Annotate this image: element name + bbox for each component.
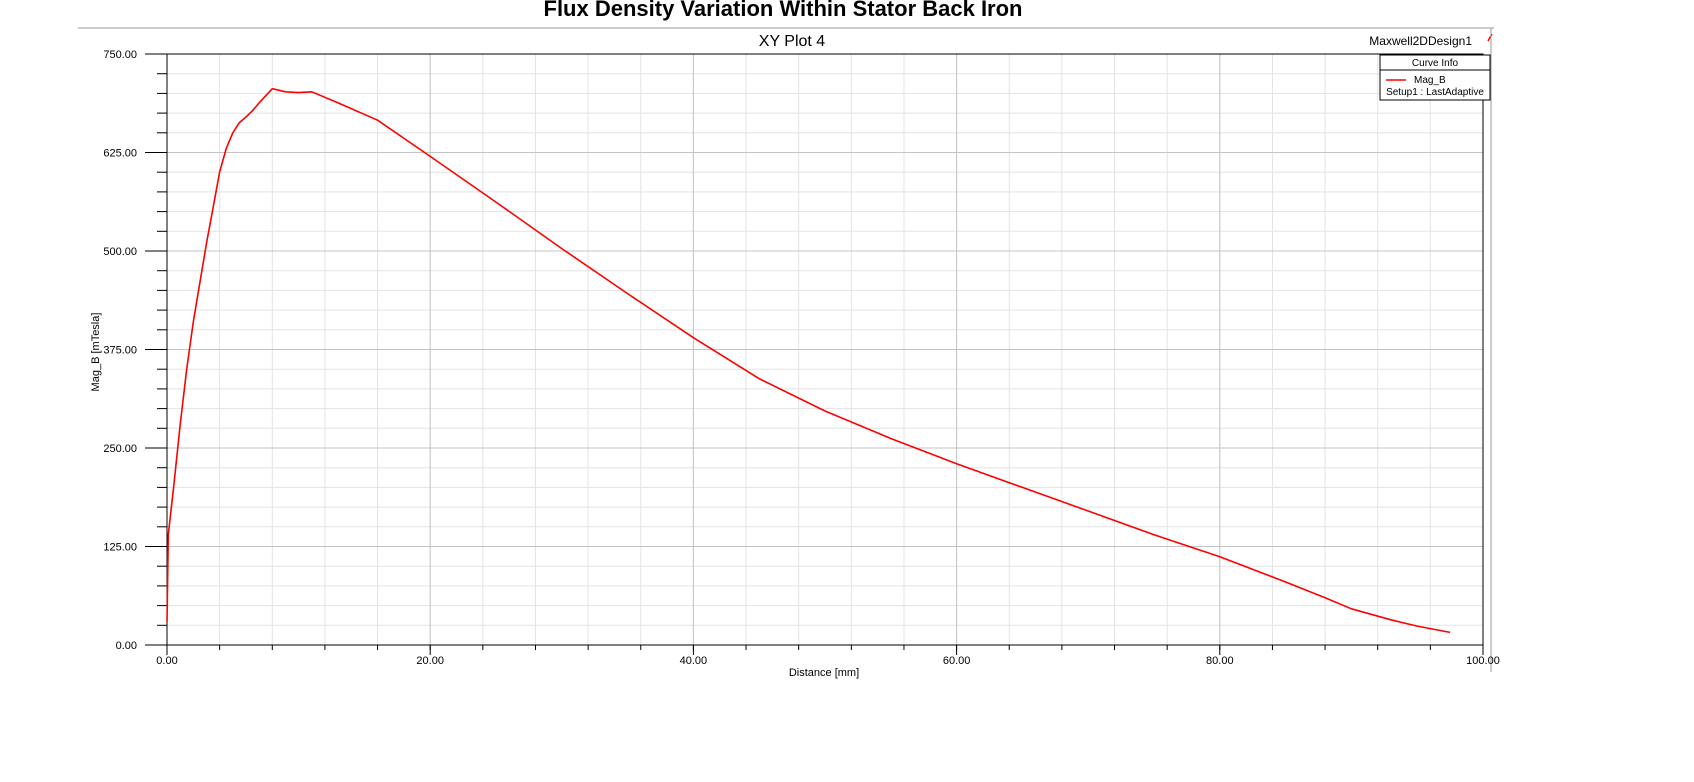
- legend-header: Curve Info: [1412, 58, 1459, 69]
- x-tick-label: 40.00: [680, 655, 708, 667]
- x-axis-label: Distance [mm]: [789, 667, 859, 679]
- x-tick-label: 100.00: [1466, 655, 1500, 667]
- x-tick-label: 0.00: [156, 655, 177, 667]
- y-tick-label: 500.00: [103, 246, 137, 258]
- x-tick-label: 60.00: [943, 655, 971, 667]
- y-tick-label: 125.00: [103, 542, 137, 554]
- grid: [166, 53, 1484, 646]
- y-tick-label: 0.00: [116, 640, 137, 652]
- y-tick-label: 375.00: [103, 345, 137, 357]
- series-line-mag-b[interactable]: [166, 87, 1451, 634]
- legend-box: [1379, 54, 1491, 101]
- y-tick-label: 625.00: [103, 148, 137, 160]
- legend-entry-setup: Setup1 : LastAdaptive: [1386, 87, 1484, 98]
- x-tick-label: 20.00: [416, 655, 444, 667]
- plot-title: XY Plot 4: [759, 33, 826, 50]
- y-tick-label: 250.00: [103, 443, 137, 455]
- legend[interactable]: Curve Info Mag_B Setup1 : LastAdaptive: [1379, 54, 1491, 101]
- x-tick-label: 80.00: [1206, 655, 1234, 667]
- page-title: Flux Density Variation Within Stator Bac…: [543, 0, 1023, 21]
- legend-entry-name: Mag_B: [1414, 75, 1446, 86]
- series-layer: [166, 87, 1451, 634]
- axes: 0.00 125.00 250.00 375.00 500.00 625.00 750.00…: [103, 49, 1499, 667]
- y-axis-label: Mag_B [mTesla]: [90, 313, 102, 392]
- design-name: Maxwell2DDesign1: [1369, 34, 1472, 48]
- y-tick-label: 750.00: [103, 49, 137, 61]
